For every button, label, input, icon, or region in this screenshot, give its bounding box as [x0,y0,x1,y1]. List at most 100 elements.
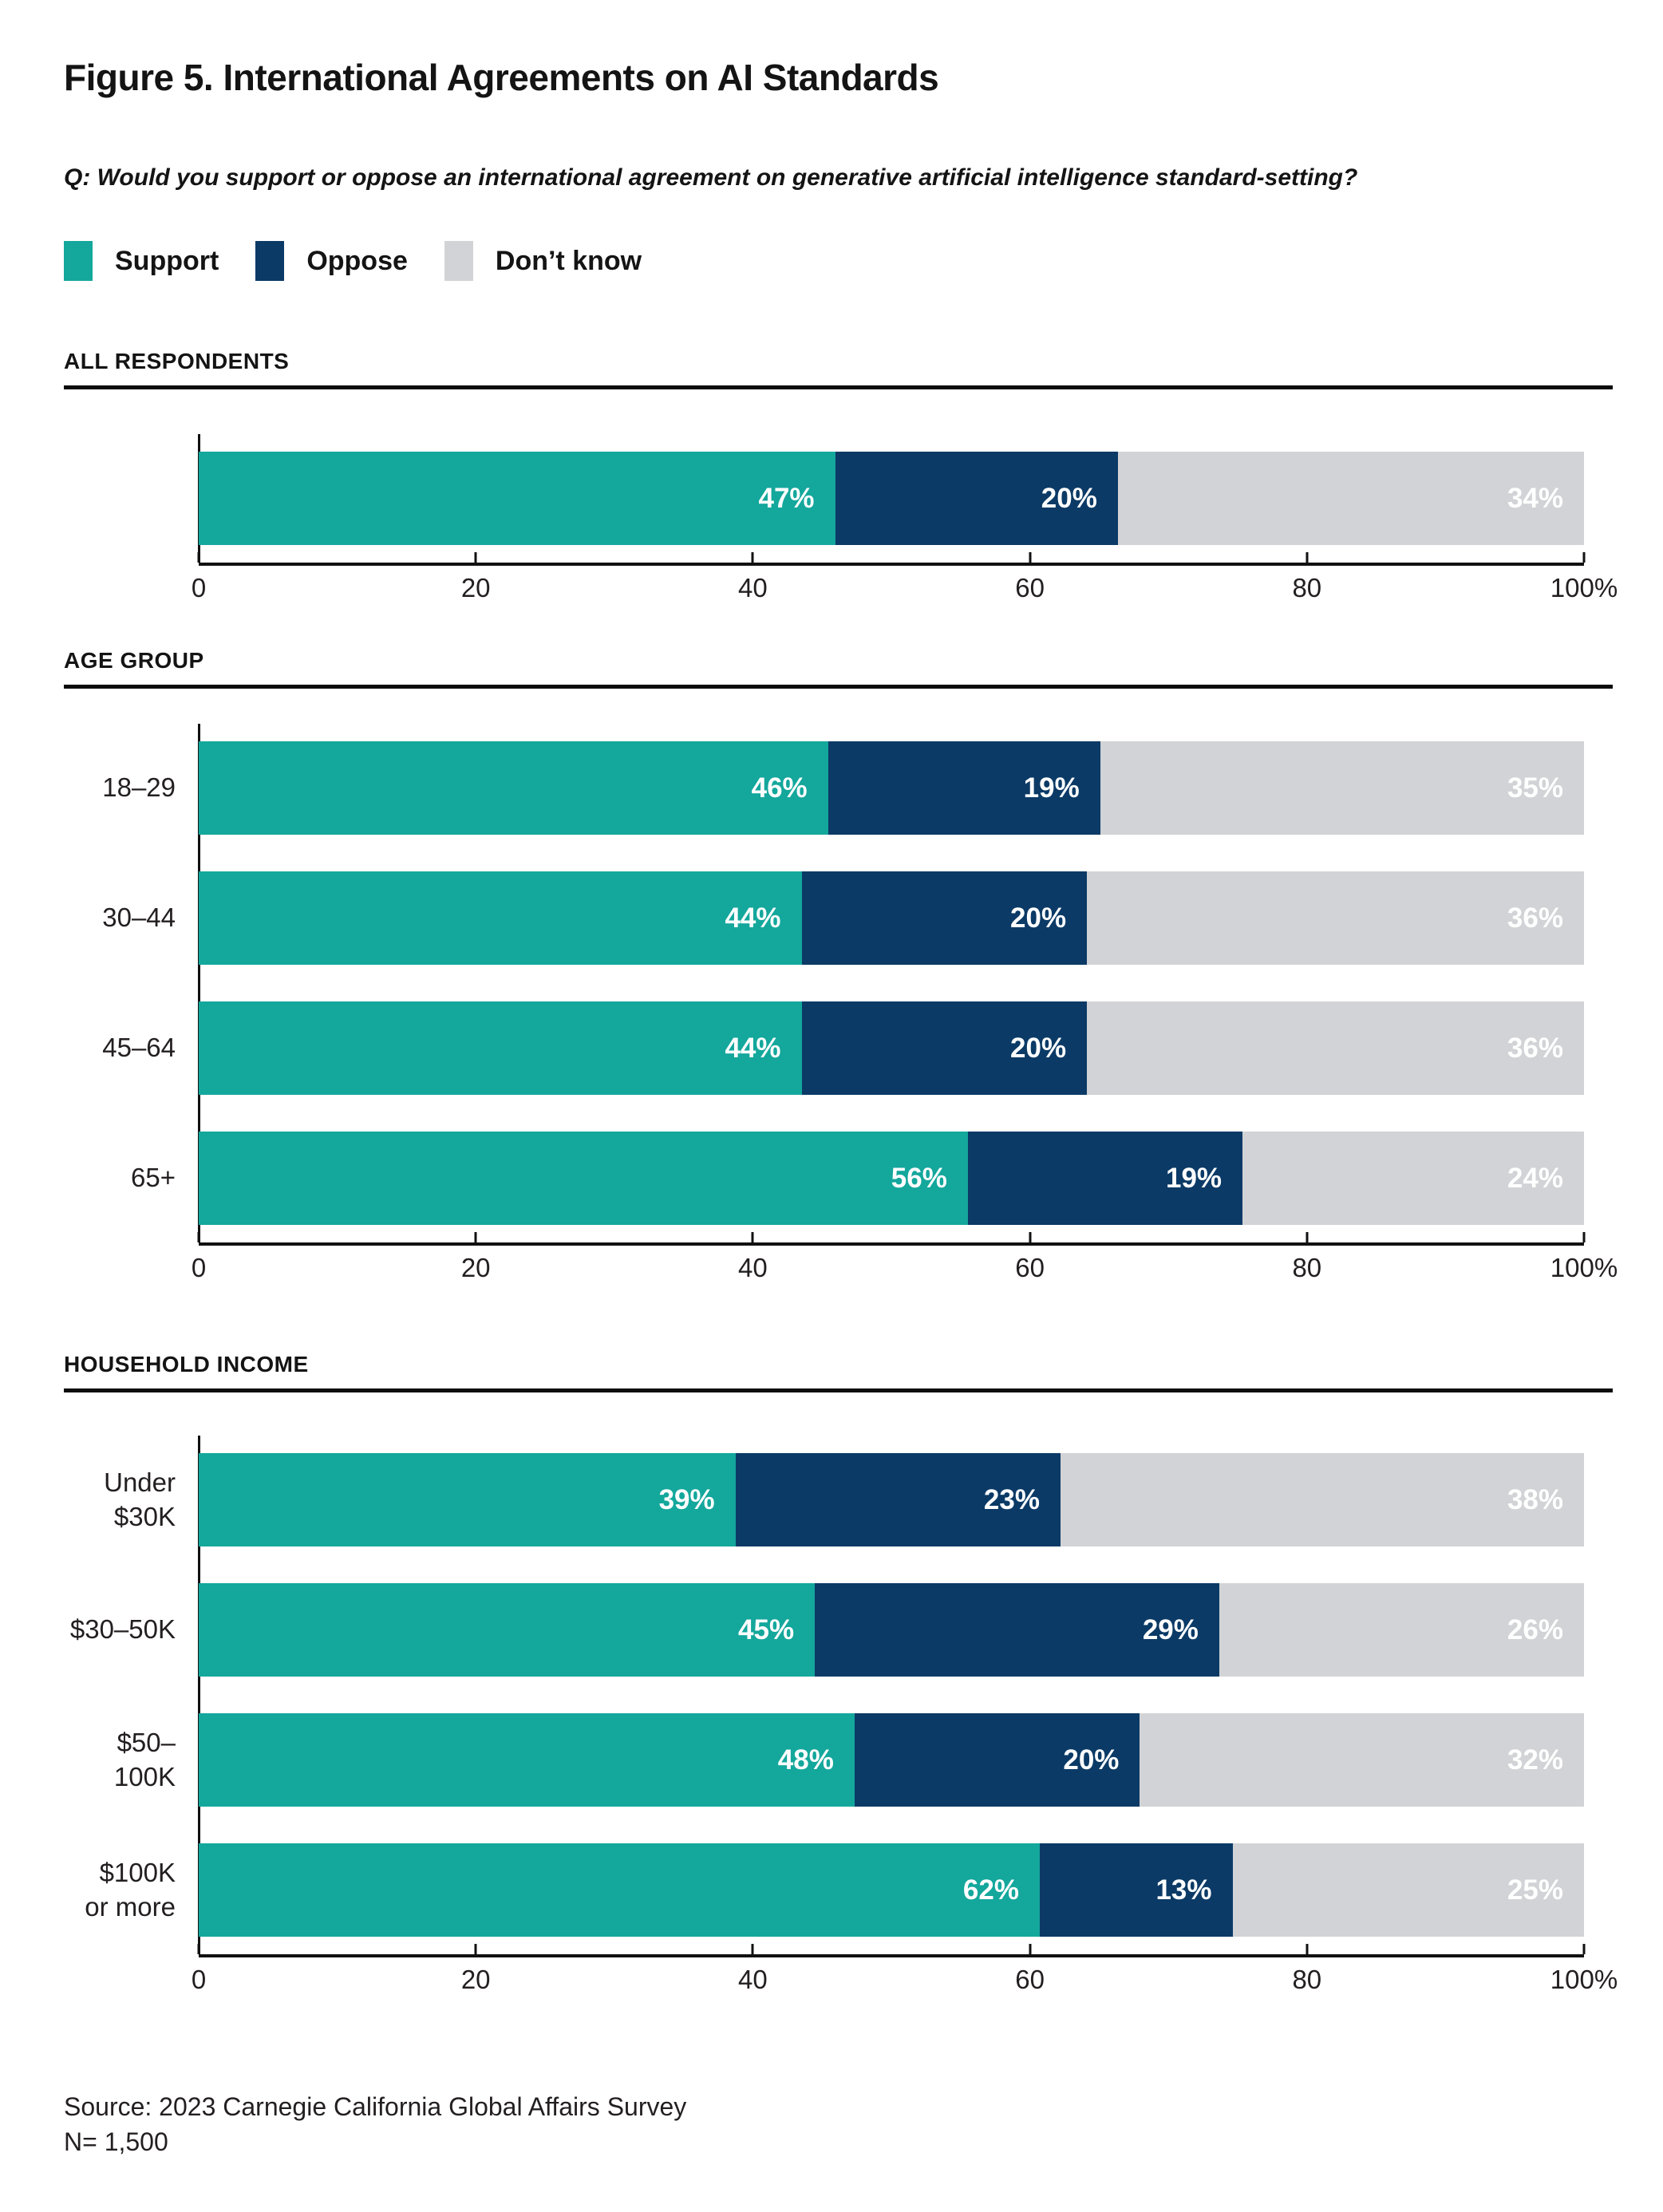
axis-tick [1029,1232,1032,1242]
axis-tick [197,552,200,563]
chart-row: Under $30K 39% 23% 38% [64,1453,1585,1546]
category-label: $100K or more [85,1858,176,1922]
axis-tick [197,1232,200,1242]
category-label: $50–100K [113,1728,176,1791]
axis-tick-label: 80 [1292,1253,1322,1282]
stacked-bar: 48% 20% 32% [199,1713,1584,1807]
source-line: Source: 2023 Carnegie California Global … [64,2092,687,2121]
segment-value-label: 25% [1507,1874,1563,1906]
section-rule [64,385,1613,389]
axis-tick-label: 100% [1550,1965,1618,1994]
axis-tick-label: 0 [191,1965,207,1994]
oppose-swatch [255,241,285,281]
bar-segment-support: 45% [199,1583,816,1677]
section-1: AGE GROUP 18–29 46% 19% 35% 30–44 44% 20% 36% 45–… [64,648,1618,1288]
segment-value-label: 62% [962,1874,1019,1906]
bar-segment-oppose: 20% [801,871,1088,965]
category-label: 18–29 [102,772,176,803]
segment-value-label: 44% [725,902,781,934]
bar-segment-dont_know: 24% [1242,1132,1584,1225]
stacked-bar: 46% 19% 35% [199,741,1584,835]
category-label: $30–50K [69,1614,176,1645]
stacked-bar: 56% 19% 24% [199,1132,1584,1225]
segment-value-label: 13% [1155,1874,1212,1906]
segment-value-label: 20% [1010,902,1067,934]
axis-tick-label: 80 [1292,1965,1322,1994]
axis-tick-label: 40 [738,573,768,602]
segment-value-label: 56% [891,1162,947,1194]
chart-row: 45–64 44% 20% 36% [64,1001,1584,1095]
x-axis: 0 20 40 60 80 100% [192,1232,1618,1288]
bar-segment-oppose: 20% [835,452,1118,545]
axis-tick-label: 60 [1015,1253,1045,1282]
bar-segment-dont_know: 36% [1087,871,1584,965]
x-axis: 0 20 40 60 80 100% [192,1944,1618,2000]
axis-tick [1029,1944,1032,1954]
segment-value-label: 24% [1507,1162,1563,1194]
axis-tick [1306,1944,1309,1954]
x-axis-line [199,1954,1584,1957]
bar-segment-dont_know: 26% [1219,1583,1584,1677]
segment-value-label: 20% [1041,482,1097,514]
sample-size-line: N= 1,500 [64,2127,168,2156]
bar-segment-oppose: 13% [1039,1843,1233,1937]
stacked-bar: 45% 29% 26% [199,1583,1584,1677]
section-0: ALL RESPONDENTS 47% 20% 34% 0 20 40 60 80 100% [64,349,1618,608]
chart-rows: Under $30K 39% 23% 38% $30–50K 45% 29% 26% $50–1… [64,1436,1585,1954]
bar-segment-oppose: 29% [815,1583,1219,1677]
category-label: 45–64 [102,1033,176,1063]
axis-tick-label: 40 [738,1253,768,1282]
x-axis-line [199,563,1584,566]
segment-value-label: 46% [751,772,808,804]
bar-segment-oppose: 19% [967,1132,1243,1225]
y-axis-line [198,1436,200,1954]
category-label: Under $30K [104,1467,176,1531]
category-label: 65+ [131,1163,176,1193]
axis-tick-label: 0 [191,1253,207,1282]
axis-tick [1306,1232,1309,1242]
axis-tick [197,1944,200,1954]
bar-segment-support: 47% [199,452,835,545]
segment-value-label: 26% [1507,1614,1563,1645]
chart-row: 47% 20% 34% [64,452,1584,545]
axis-tick [1582,1232,1586,1242]
bar-segment-oppose: 23% [735,1453,1061,1546]
legend-label-dont_know: Don’t know [495,245,642,276]
bar-segment-support: 44% [199,871,802,965]
axis-tick [1582,1944,1586,1954]
section-title: ALL RESPONDENTS [64,349,290,373]
stacked-bar: 62% 13% 25% [199,1843,1584,1937]
segment-value-label: 44% [725,1032,781,1064]
stacked-bar: 44% 20% 36% [199,871,1584,965]
axis-tick [474,552,477,563]
axis-tick [474,1944,477,1954]
bar-segment-support: 44% [199,1001,802,1095]
axis-tick [751,1232,754,1242]
chart-row: 65+ 56% 19% 24% [64,1132,1584,1225]
support-swatch [64,241,93,281]
axis-tick-label: 100% [1550,573,1618,602]
chart-row: 18–29 46% 19% 35% [64,741,1584,835]
section-rule [64,685,1613,689]
source-note: Source: 2023 Carnegie California Global … [64,2089,1584,2159]
category-label [64,452,199,545]
stacked-bar: 47% 20% 34% [199,452,1584,545]
axis-tick [751,552,754,563]
axis-tick [474,1232,477,1242]
segment-value-label: 19% [1023,772,1080,804]
stacked-bar: 39% 23% 38% [199,1453,1585,1546]
section-rule [64,1388,1613,1392]
chart-row: $30–50K 45% 29% 26% [64,1583,1584,1677]
legend-label-support: Support [115,245,219,276]
x-axis-line [199,1242,1584,1246]
x-axis-tick-labels: 0 20 40 60 80 100% [192,1253,1618,1288]
x-axis-tick-labels: 0 20 40 60 80 100% [192,1965,1618,2000]
x-axis: 0 20 40 60 80 100% [192,552,1618,608]
segment-value-label: 48% [777,1744,834,1776]
chart-sections: ALL RESPONDENTS 47% 20% 34% 0 20 40 60 80 100% AGE… [64,349,1618,2000]
segment-value-label: 45% [738,1614,795,1645]
chart-row: $50–100K 48% 20% 32% [64,1713,1584,1807]
stacked-bar-chart: Under $30K 39% 23% 38% $30–50K 45% 29% 26% $50–1… [64,1392,1618,2000]
axis-tick-label: 60 [1015,1965,1045,1994]
